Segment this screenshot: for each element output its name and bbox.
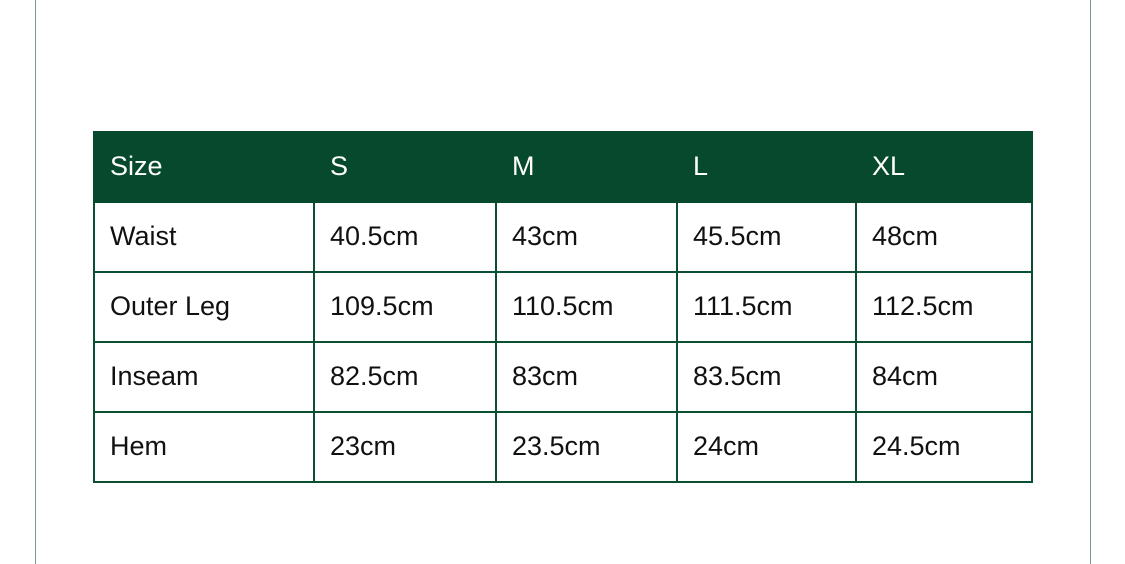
- page-guide-line-left: [35, 0, 36, 564]
- measurement-value-xl: 48cm: [855, 201, 1033, 273]
- measurement-value-l: 83.5cm: [676, 341, 857, 413]
- measurement-value-m: 23.5cm: [495, 411, 678, 483]
- measurement-name: Inseam: [93, 341, 315, 413]
- table-header-row: Size S M L XL: [93, 131, 1033, 203]
- column-header-l: L: [676, 131, 857, 203]
- measurement-value-xl: 112.5cm: [855, 271, 1033, 343]
- measurement-value-l: 45.5cm: [676, 201, 857, 273]
- column-header-xl: XL: [855, 131, 1033, 203]
- page-guide-line-right: [1090, 0, 1091, 564]
- measurement-value-m: 43cm: [495, 201, 678, 273]
- measurement-value-s: 109.5cm: [313, 271, 497, 343]
- measurement-value-xl: 24.5cm: [855, 411, 1033, 483]
- column-header-size: Size: [93, 131, 315, 203]
- column-header-m: M: [495, 131, 678, 203]
- table-row: Outer Leg 109.5cm 110.5cm 111.5cm 112.5c…: [93, 271, 1033, 343]
- table-body: Waist 40.5cm 43cm 45.5cm 48cm Outer Leg …: [93, 201, 1033, 483]
- measurement-value-s: 23cm: [313, 411, 497, 483]
- measurement-value-s: 40.5cm: [313, 201, 497, 273]
- table-row: Waist 40.5cm 43cm 45.5cm 48cm: [93, 201, 1033, 273]
- measurement-value-m: 110.5cm: [495, 271, 678, 343]
- measurement-name: Outer Leg: [93, 271, 315, 343]
- measurement-name: Hem: [93, 411, 315, 483]
- measurement-value-l: 24cm: [676, 411, 857, 483]
- measurement-value-s: 82.5cm: [313, 341, 497, 413]
- table-header: Size S M L XL: [93, 131, 1033, 203]
- table-row: Inseam 82.5cm 83cm 83.5cm 84cm: [93, 341, 1033, 413]
- size-chart-table: Size S M L XL Waist 40.5cm 43cm 45.5cm 4…: [93, 131, 1033, 483]
- measurement-value-m: 83cm: [495, 341, 678, 413]
- measurement-value-xl: 84cm: [855, 341, 1033, 413]
- table-row: Hem 23cm 23.5cm 24cm 24.5cm: [93, 411, 1033, 483]
- column-header-s: S: [313, 131, 497, 203]
- measurement-name: Waist: [93, 201, 315, 273]
- measurement-value-l: 111.5cm: [676, 271, 857, 343]
- size-chart-container: Size S M L XL Waist 40.5cm 43cm 45.5cm 4…: [93, 131, 1033, 483]
